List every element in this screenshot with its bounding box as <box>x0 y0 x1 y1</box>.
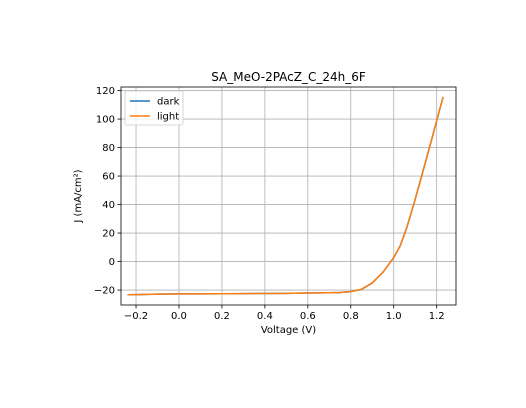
x-axis-ticks: −0.2 0.0 0.2 0.4 0.6 0.8 1.0 1.2 <box>124 305 445 322</box>
x-tick-label: 1.2 <box>429 311 445 322</box>
legend-label-light: light <box>157 112 179 123</box>
y-tick-label: 20 <box>102 229 115 240</box>
x-tick-label: 1.0 <box>386 311 402 322</box>
x-tick-label: −0.2 <box>124 311 148 322</box>
x-tick-label: 0.2 <box>214 311 230 322</box>
legend: dark light <box>124 90 184 126</box>
y-axis-label: J (mA/cm²) <box>73 169 84 223</box>
x-axis-label: Voltage (V) <box>261 325 316 336</box>
x-tick-label: 0.6 <box>300 311 316 322</box>
chart-title: SA_MeO-2PAcZ_C_24h_6F <box>211 70 366 84</box>
axes-frame <box>120 86 457 306</box>
y-tick-label: 100 <box>96 115 115 126</box>
x-tick-label: 0.8 <box>343 311 359 322</box>
y-tick-label: 40 <box>102 200 115 211</box>
x-tick-label: 0.4 <box>257 311 273 322</box>
y-tick-label: −20 <box>94 286 115 297</box>
series-lines <box>127 96 444 296</box>
legend-label-dark: dark <box>157 97 180 108</box>
series-line-light <box>127 96 444 296</box>
y-axis-ticks: −20 0 20 40 60 80 100 120 <box>94 86 121 297</box>
x-tick-label: 0.0 <box>171 311 187 322</box>
y-tick-label: 120 <box>96 86 115 97</box>
y-tick-label: 60 <box>102 172 115 183</box>
y-tick-label: 0 <box>109 257 115 268</box>
y-tick-label: 80 <box>102 143 115 154</box>
